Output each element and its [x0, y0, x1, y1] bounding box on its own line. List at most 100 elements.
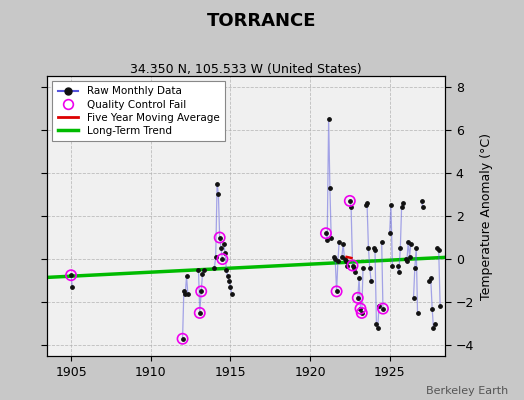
Title: 34.350 N, 105.533 W (United States): 34.350 N, 105.533 W (United States): [130, 63, 362, 76]
Point: [323, 236, 331, 243]
Point: [413, 310, 422, 316]
Point: [346, 198, 354, 204]
Point: [396, 245, 405, 252]
Point: [343, 262, 351, 269]
Point: [409, 295, 418, 301]
Point: [221, 250, 230, 256]
Point: [327, 234, 335, 241]
Point: [214, 191, 223, 198]
Point: [342, 258, 350, 264]
Point: [431, 320, 439, 327]
Point: [366, 264, 374, 271]
Point: [341, 256, 349, 262]
Point: [377, 239, 386, 245]
Point: [362, 202, 370, 208]
Point: [200, 267, 208, 273]
Point: [212, 254, 220, 260]
Point: [436, 303, 444, 310]
Point: [178, 336, 187, 342]
Point: [183, 290, 192, 297]
Point: [180, 288, 188, 294]
Point: [401, 256, 410, 262]
Point: [348, 262, 357, 269]
Point: [346, 198, 354, 204]
Point: [363, 200, 371, 206]
Point: [359, 264, 367, 271]
Point: [433, 245, 442, 252]
Point: [374, 325, 382, 331]
Point: [220, 241, 228, 247]
Point: [427, 275, 435, 282]
Point: [367, 278, 375, 284]
Point: [372, 320, 380, 327]
Point: [197, 288, 205, 294]
Point: [324, 116, 333, 122]
Point: [407, 241, 415, 247]
Point: [369, 245, 378, 252]
Point: [322, 230, 330, 236]
Point: [406, 254, 414, 260]
Point: [417, 198, 425, 204]
Point: [371, 247, 379, 254]
Point: [194, 267, 203, 273]
Point: [335, 239, 343, 245]
Point: [218, 256, 226, 262]
Y-axis label: Temperature Anomaly (°C): Temperature Anomaly (°C): [480, 132, 493, 300]
Point: [357, 310, 366, 316]
Point: [178, 336, 187, 342]
Point: [326, 185, 334, 191]
Point: [227, 290, 236, 297]
Point: [330, 254, 338, 260]
Point: [334, 258, 342, 264]
Point: [332, 288, 341, 294]
Point: [215, 234, 224, 241]
Point: [348, 262, 357, 269]
Point: [322, 230, 330, 236]
Point: [337, 254, 346, 260]
Point: [350, 264, 358, 271]
Text: TORRANCE: TORRANCE: [208, 12, 316, 30]
Point: [354, 295, 362, 301]
Point: [332, 288, 341, 294]
Point: [375, 303, 383, 310]
Point: [364, 245, 373, 252]
Point: [379, 306, 387, 312]
Point: [222, 267, 231, 273]
Point: [434, 247, 443, 254]
Point: [210, 264, 219, 271]
Point: [386, 230, 394, 236]
Point: [195, 310, 204, 316]
Point: [404, 239, 412, 245]
Point: [182, 273, 191, 280]
Point: [412, 245, 420, 252]
Point: [195, 310, 204, 316]
Point: [197, 288, 205, 294]
Point: [402, 258, 411, 264]
Point: [356, 306, 365, 312]
Point: [395, 269, 403, 275]
Point: [331, 256, 340, 262]
Point: [425, 278, 434, 284]
Point: [217, 245, 225, 252]
Point: [198, 271, 206, 277]
Legend: Raw Monthly Data, Quality Control Fail, Five Year Moving Average, Long-Term Tren: Raw Monthly Data, Quality Control Fail, …: [52, 81, 225, 141]
Point: [213, 180, 221, 187]
Point: [357, 310, 366, 316]
Point: [419, 204, 427, 210]
Point: [223, 273, 232, 280]
Point: [397, 204, 406, 210]
Point: [354, 295, 362, 301]
Point: [355, 275, 363, 282]
Point: [215, 234, 224, 241]
Point: [225, 278, 233, 284]
Point: [388, 262, 397, 269]
Point: [379, 306, 387, 312]
Point: [428, 306, 436, 312]
Point: [387, 202, 395, 208]
Point: [351, 269, 359, 275]
Point: [339, 241, 347, 247]
Text: Berkeley Earth: Berkeley Earth: [426, 386, 508, 396]
Point: [218, 256, 226, 262]
Point: [226, 284, 235, 290]
Point: [429, 325, 438, 331]
